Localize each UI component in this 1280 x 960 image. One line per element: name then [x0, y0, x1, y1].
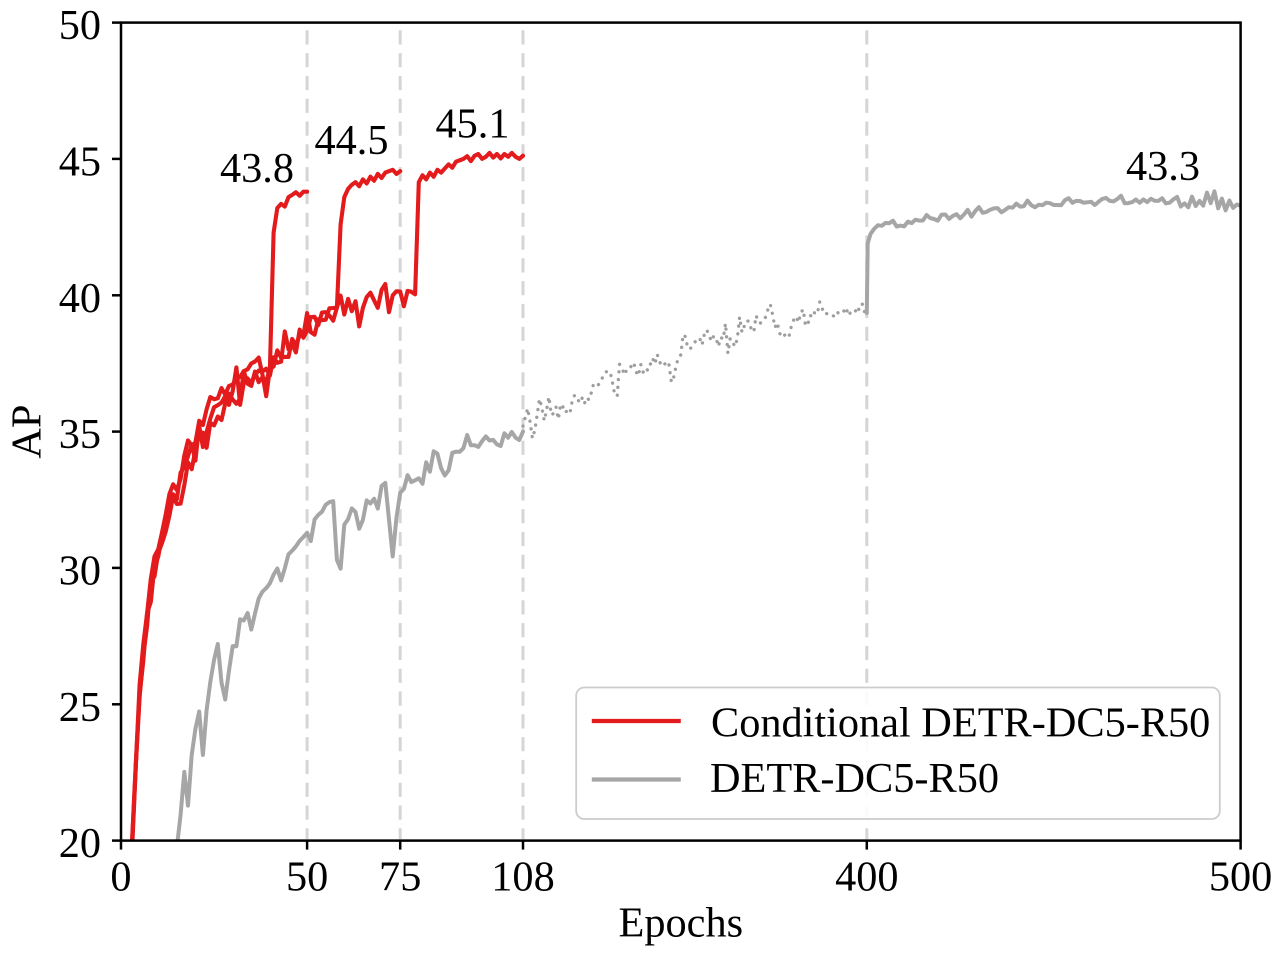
svg-text:30: 30: [59, 547, 101, 594]
svg-text:75: 75: [379, 854, 421, 901]
svg-text:43.8: 43.8: [220, 145, 294, 192]
svg-text:DETR-DC5-R50: DETR-DC5-R50: [710, 755, 999, 802]
svg-text:44.5: 44.5: [314, 117, 388, 164]
svg-text:AP: AP: [3, 405, 50, 459]
svg-text:45.1: 45.1: [435, 101, 509, 148]
svg-text:45: 45: [59, 138, 101, 185]
svg-text:500: 500: [1209, 854, 1272, 901]
svg-text:20: 20: [59, 820, 101, 867]
svg-text:43.3: 43.3: [1126, 143, 1200, 190]
svg-text:Epochs: Epochs: [619, 900, 744, 947]
svg-text:0: 0: [110, 854, 131, 901]
svg-text:50: 50: [286, 854, 328, 901]
svg-text:50: 50: [59, 2, 101, 49]
svg-text:108: 108: [491, 854, 554, 901]
svg-text:40: 40: [59, 275, 101, 322]
svg-text:35: 35: [59, 411, 101, 458]
svg-text:400: 400: [835, 854, 898, 901]
svg-text:Conditional DETR-DC5-R50: Conditional DETR-DC5-R50: [711, 700, 1210, 747]
svg-text:25: 25: [59, 684, 101, 731]
